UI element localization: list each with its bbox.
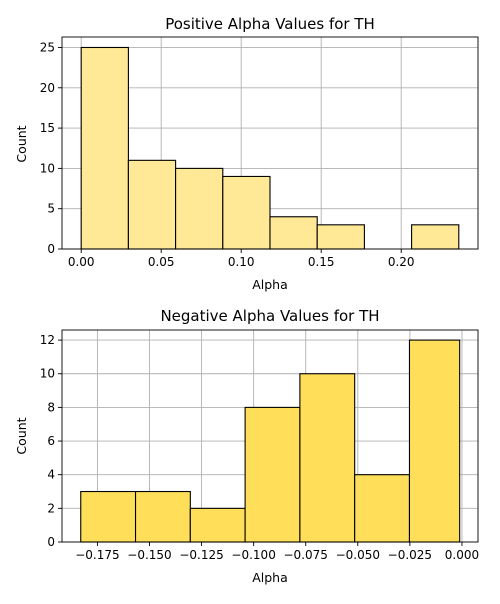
- x-tick-label: −0.100: [231, 548, 275, 562]
- histogram-bar: [127, 159, 177, 250]
- x-tick-label: −0.125: [179, 548, 223, 562]
- y-tick-label: 5: [47, 202, 55, 216]
- histogram-bar: [244, 406, 301, 543]
- x-tick-label: 0.05: [148, 255, 175, 269]
- x-tick-label: 0.10: [228, 255, 255, 269]
- x-tick-label: −0.075: [284, 548, 328, 562]
- y-tick-label: 25: [40, 40, 55, 54]
- histogram-bar: [175, 167, 224, 250]
- negative-alpha-histogram: Negative Alpha Values for TH Alpha Count…: [14, 307, 479, 585]
- axis-ticks: 0.00 0.05 0.10 0.15 0.20 0 5 10 15 20 25: [40, 40, 415, 269]
- histogram-bar: [80, 490, 137, 543]
- axis-ticks: −0.175 −0.150 −0.125 −0.100 −0.075 −0.050 −0.0…: [40, 333, 479, 562]
- x-tick-label: −0.050: [336, 548, 380, 562]
- histogram-bar: [134, 490, 191, 543]
- histogram-bar: [354, 474, 411, 543]
- y-tick-label: 2: [47, 501, 55, 515]
- bars: [80, 339, 461, 543]
- histogram-bar: [408, 339, 461, 543]
- x-tick-label: −0.150: [127, 548, 171, 562]
- y-axis-label: Count: [14, 417, 29, 454]
- x-tick-label: 0.15: [308, 255, 335, 269]
- histogram-bar: [411, 224, 460, 250]
- chart-title: Positive Alpha Values for TH: [165, 15, 375, 33]
- x-tick-label: 0.20: [388, 255, 415, 269]
- x-tick-label: −0.175: [75, 548, 119, 562]
- histogram-bar: [316, 224, 365, 250]
- chart-title: Negative Alpha Values for TH: [160, 307, 379, 325]
- bars: [80, 46, 460, 250]
- histogram-bar: [299, 373, 356, 543]
- x-axis-label: Alpha: [252, 570, 288, 585]
- y-tick-label: 10: [40, 367, 55, 381]
- y-tick-label: 0: [47, 242, 55, 256]
- plot-frame: [61, 329, 479, 543]
- y-axis-label: Count: [14, 125, 29, 162]
- y-tick-label: 20: [40, 81, 55, 95]
- histogram-bar: [189, 507, 246, 543]
- positive-alpha-histogram: Positive Alpha Values for TH Alpha Count…: [14, 15, 479, 292]
- histogram-bar: [222, 175, 271, 250]
- histogram-bar: [80, 46, 129, 250]
- x-axis-label: Alpha: [252, 277, 288, 292]
- y-tick-label: 4: [47, 468, 55, 482]
- y-tick-label: 12: [40, 333, 55, 347]
- y-tick-label: 6: [47, 434, 55, 448]
- histogram-bar: [269, 216, 318, 250]
- plot-frame: [61, 36, 479, 250]
- y-tick-label: 15: [40, 121, 55, 135]
- x-tick-label: 0.00: [68, 255, 95, 269]
- y-tick-label: 10: [40, 161, 55, 175]
- x-tick-label: 0.000: [445, 548, 479, 562]
- x-tick-label: −0.025: [388, 548, 432, 562]
- y-tick-label: 0: [47, 535, 55, 549]
- y-tick-label: 8: [47, 400, 55, 414]
